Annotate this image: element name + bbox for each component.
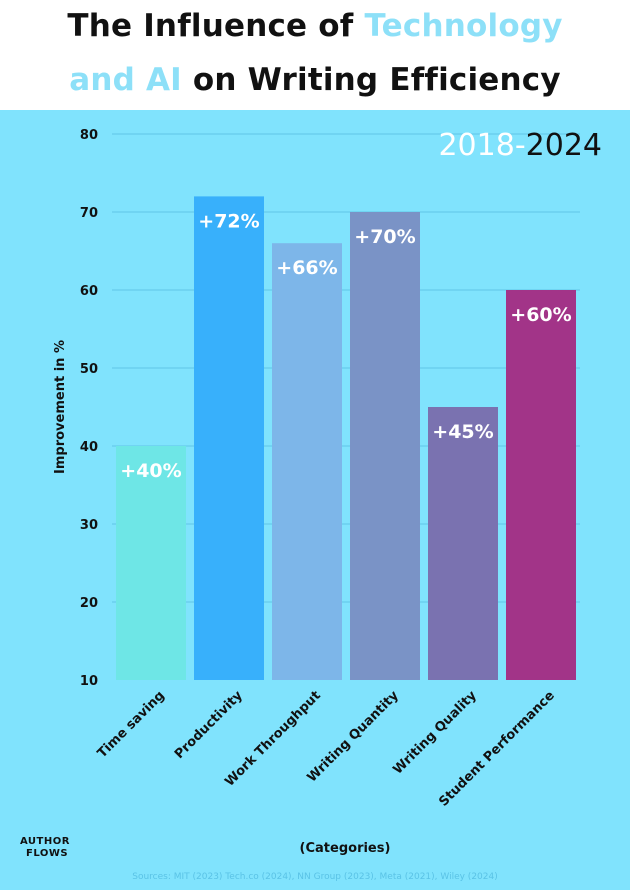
data-label: +70% [354, 226, 415, 248]
bar-chart: 10 20 30 40 50 60 70 80 Improvement in % +40% Time… [53, 128, 580, 856]
title-text-2: on Writing Efficiency [181, 62, 561, 98]
data-label: +66% [276, 257, 337, 279]
logo-line-2: FLOWS [26, 848, 69, 859]
bar [116, 446, 186, 680]
chart-title-line-1: The Influence of Technology [0, 8, 630, 44]
data-label: +45% [432, 421, 493, 443]
y-tick-label: 70 [80, 206, 98, 221]
x-tick-label: Writing Quality [390, 688, 480, 778]
year-separator: - [514, 128, 526, 163]
author-flows-logo: AUTHOR FLOWS [20, 836, 70, 860]
sources-text: Sources: MIT (2023) Tech.co (2024), NN G… [132, 872, 498, 882]
y-tick-label: 10 [80, 674, 98, 689]
y-tick-label: 50 [80, 362, 98, 377]
title-text: The Influence of [67, 8, 365, 44]
chart-title-line-2: and AI on Writing Efficiency [0, 62, 630, 98]
header: The Influence of Technology and AI on Wr… [0, 0, 630, 110]
data-label: +40% [120, 460, 181, 482]
bar [272, 243, 342, 680]
year-start: 2018 [438, 128, 515, 163]
x-axis-label: (Categories) [300, 841, 391, 856]
bar [350, 212, 420, 680]
title-accent-text-2: and AI [69, 62, 182, 98]
year-end: 2024 [525, 128, 602, 163]
bar [194, 196, 264, 680]
y-tick-label: 80 [80, 128, 98, 143]
bar [428, 407, 498, 680]
bar [506, 290, 576, 680]
x-tick-label: Time saving [95, 688, 168, 761]
data-label: +60% [510, 304, 571, 326]
logo-line-1: AUTHOR [20, 836, 70, 847]
data-label: +72% [198, 210, 259, 232]
x-tick-label: Productivity [172, 688, 246, 762]
year-range: 2018-2024 [438, 128, 602, 163]
y-axis-label: Improvement in % [53, 340, 68, 474]
title-accent-text: Technology [364, 8, 563, 44]
y-tick-label: 60 [80, 284, 98, 299]
y-tick-label: 40 [80, 440, 98, 455]
y-tick-label: 30 [80, 518, 98, 533]
y-tick-label: 20 [80, 596, 98, 611]
